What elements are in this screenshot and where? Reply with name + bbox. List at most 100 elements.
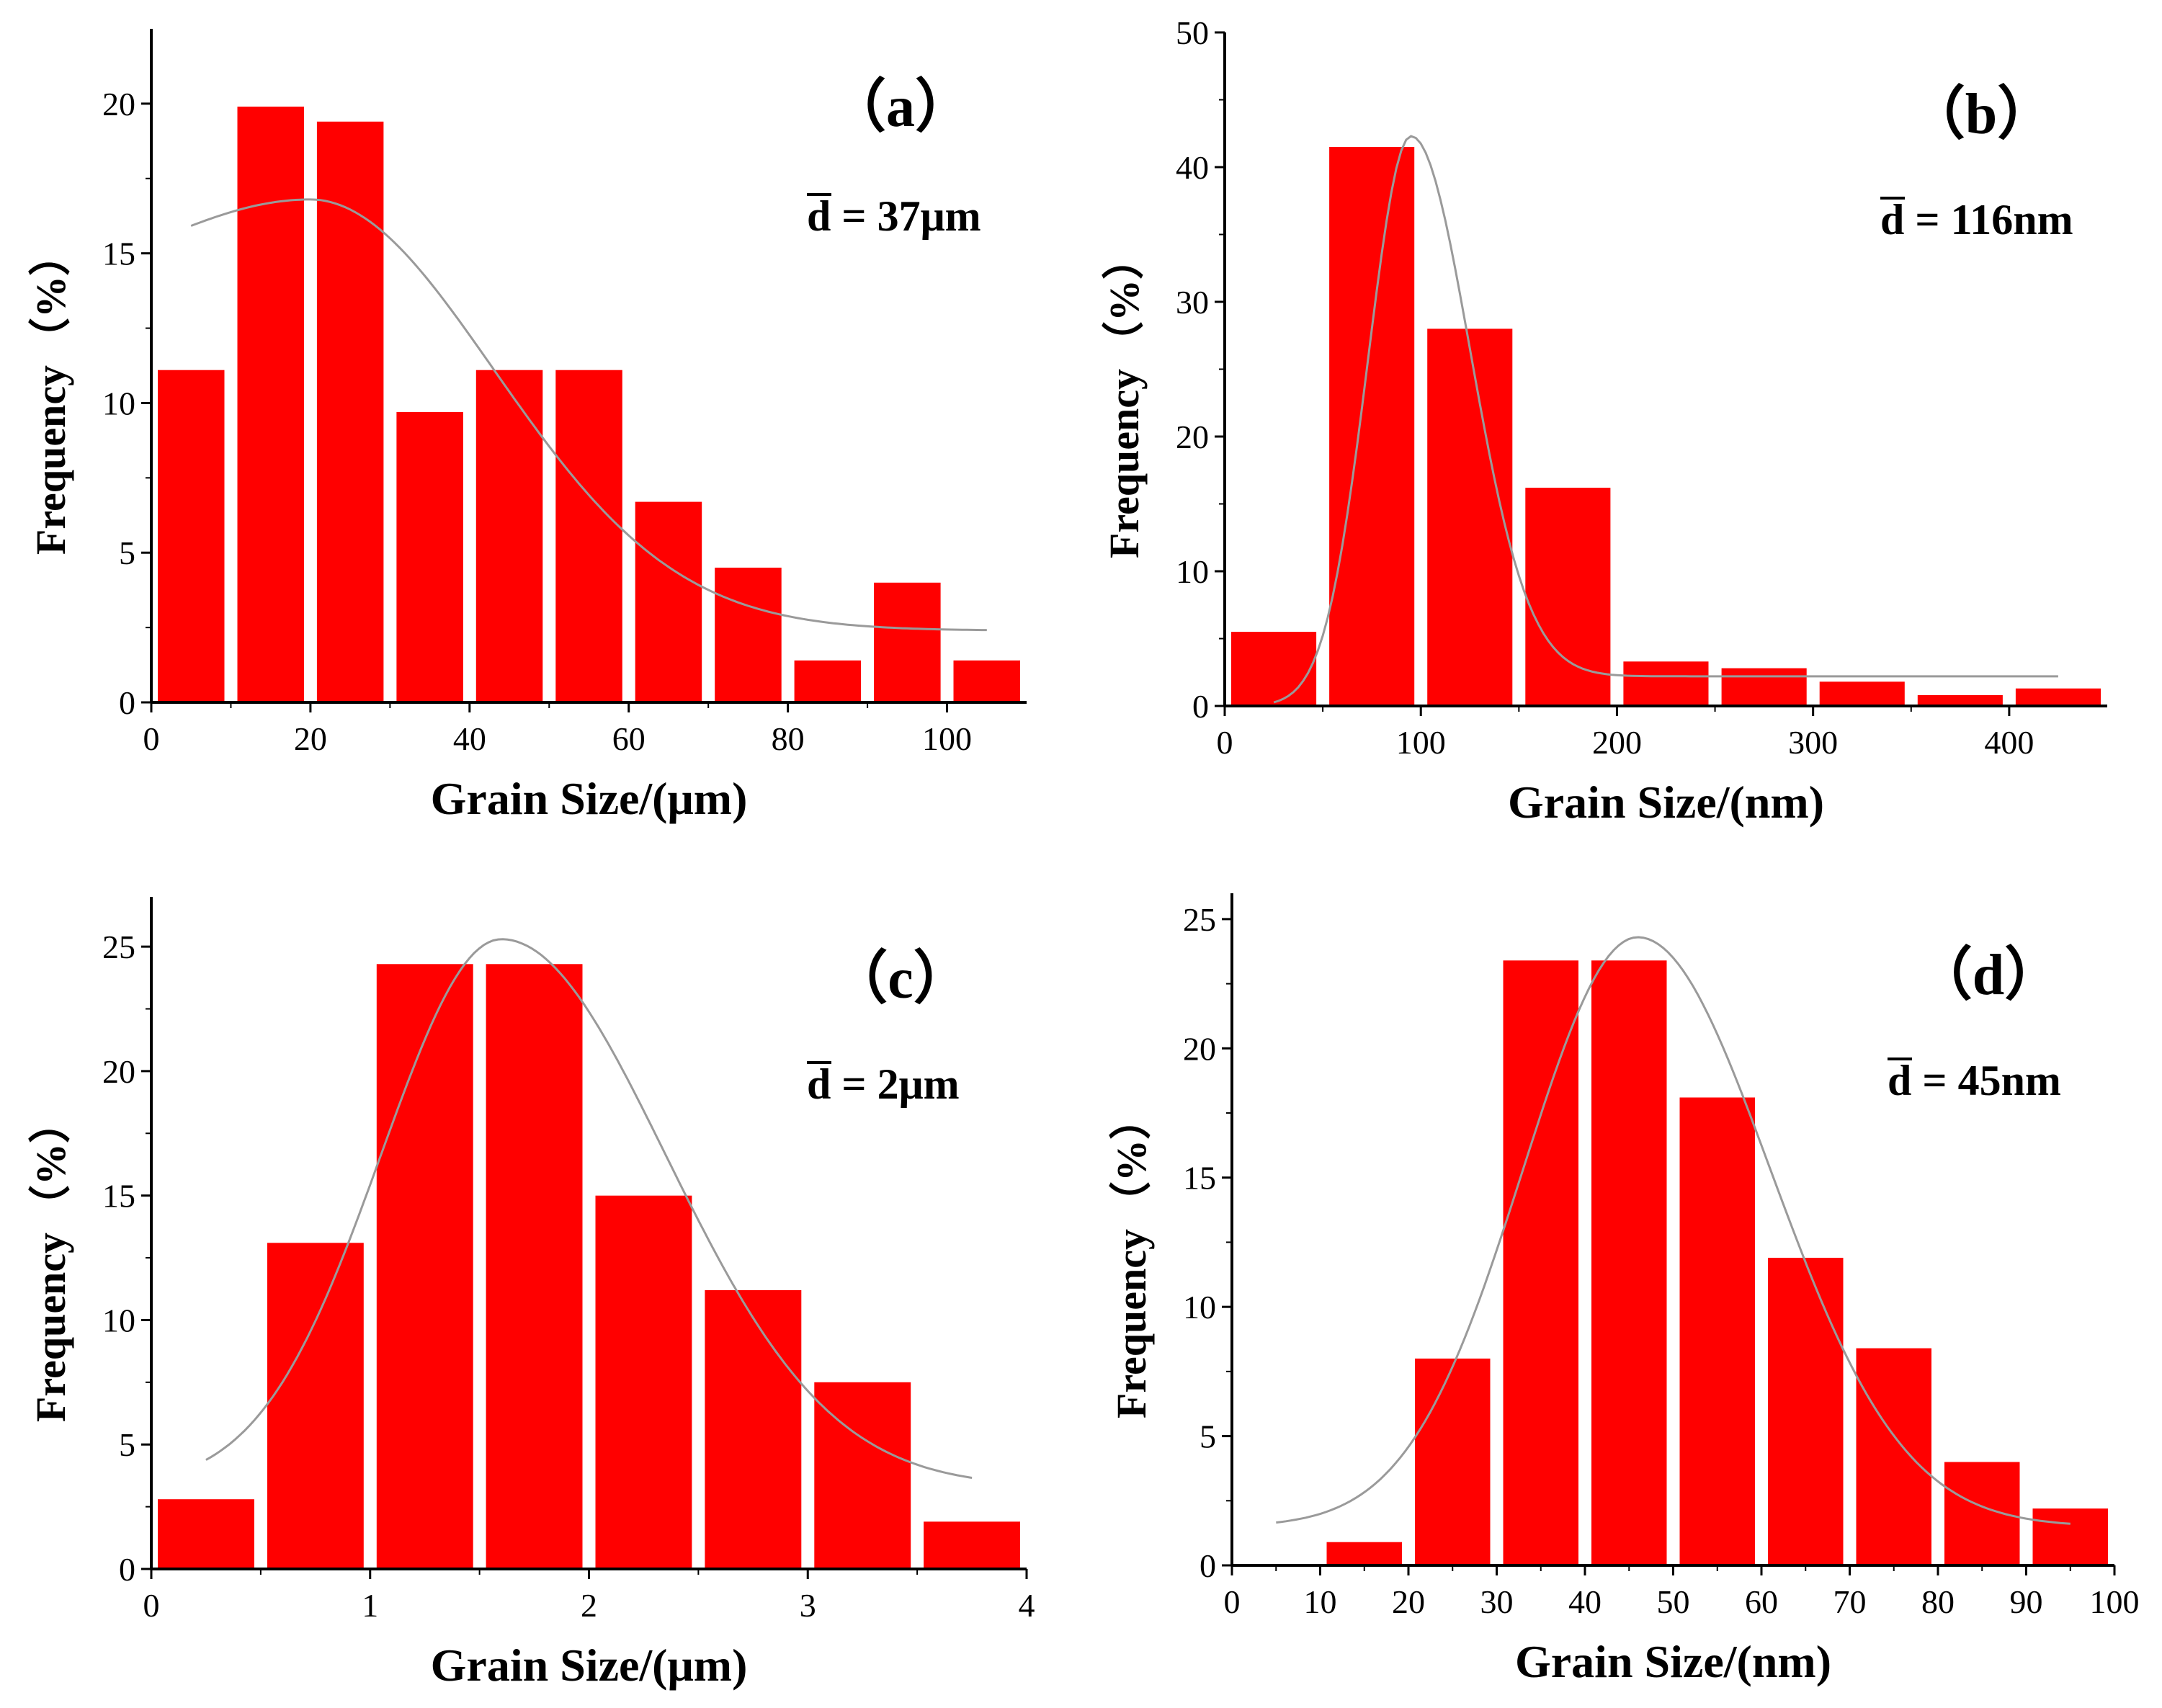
histogram-bar xyxy=(396,411,463,702)
fit-curve xyxy=(1273,135,2058,704)
x-tick-label: 2 xyxy=(581,1587,597,1624)
x-tick-label: 400 xyxy=(1984,724,2034,761)
x-tick-label: 1 xyxy=(362,1587,378,1624)
x-axis-title: Grain Size/(nm) xyxy=(1508,777,1824,828)
mean-value: = 116nm xyxy=(1904,196,2073,243)
fit-curve xyxy=(190,198,987,632)
histogram-bar xyxy=(1721,668,1807,706)
x-tick-label: 0 xyxy=(143,1587,160,1624)
x-tick-label: 40 xyxy=(453,720,486,757)
y-tick-label: 50 xyxy=(1176,14,1209,51)
x-tick-label: 60 xyxy=(612,720,646,757)
x-tick-label: 30 xyxy=(1480,1583,1514,1620)
y-tick-label: 0 xyxy=(1192,688,1209,725)
histogram-bar xyxy=(595,1195,692,1569)
y-tick-label: 0 xyxy=(119,1551,135,1588)
x-tick-label: 80 xyxy=(772,720,805,757)
histogram-bar xyxy=(486,964,583,1569)
histogram-bar xyxy=(1427,328,1513,706)
panel-c: 0 1 2 3 4 0 5 10 15 20 25 Grain Size/(μm) Frequency （… xyxy=(27,897,1035,1691)
x-axis-title: Grain Size/(nm) xyxy=(1515,1636,1831,1687)
y-axis-title: Frequency （%） xyxy=(27,1101,74,1422)
y-tick-label: 20 xyxy=(102,1053,135,1090)
histogram-bar xyxy=(1768,1258,1844,1565)
mean-value: = 2μm xyxy=(831,1060,959,1108)
panel-label: （c） xyxy=(830,947,971,1011)
mean-grain-size-label: d = 45nm xyxy=(1888,1057,2061,1104)
y-tick-label: 25 xyxy=(102,929,135,965)
mean-value: = 37μm xyxy=(831,192,981,240)
histogram-bar xyxy=(555,370,622,702)
histogram-bar xyxy=(158,1499,254,1569)
y-tick-label: 15 xyxy=(1183,1160,1216,1197)
x-tick-label: 0 xyxy=(143,720,160,757)
mean-grain-size-label: d = 116nm xyxy=(1880,196,2073,243)
y-tick-label: 10 xyxy=(1176,553,1209,590)
y-tick-label: 15 xyxy=(102,236,135,272)
mean-symbol: d xyxy=(807,192,831,240)
histogram-bar xyxy=(1326,1542,1402,1565)
histogram-bar xyxy=(1944,1462,2020,1565)
panel-a: 0 20 40 60 80 100 0 5 10 15 20 Grain Size/(μm) Frequ… xyxy=(27,29,1027,824)
histogram-bar xyxy=(1856,1348,1931,1565)
y-axis-title-text: Frequency xyxy=(27,1233,74,1422)
panel-label: （a） xyxy=(828,76,973,139)
y-tick-label: 10 xyxy=(102,1302,135,1338)
histogram-bar xyxy=(376,964,473,1569)
y-tick-label: 10 xyxy=(102,385,135,421)
histogram-bar xyxy=(1591,960,1667,1565)
x-tick-label: 100 xyxy=(2090,1583,2140,1620)
y-axis-title: Frequency （%） xyxy=(1108,1098,1155,1418)
y-tick-label: 10 xyxy=(1183,1289,1216,1325)
histogram-bar xyxy=(1415,1358,1491,1565)
histogram-bar xyxy=(924,1521,1020,1569)
histogram-bar xyxy=(1679,1097,1755,1565)
x-tick-label: 40 xyxy=(1568,1583,1602,1620)
histogram-bar xyxy=(1329,147,1415,706)
histogram-bar xyxy=(316,121,384,703)
y-tick-label: 25 xyxy=(1183,901,1216,938)
x-tick-label: 0 xyxy=(1217,724,1233,761)
x-axis-title: Grain Size/(μm) xyxy=(431,1640,748,1691)
y-tick-label: 15 xyxy=(102,1178,135,1215)
x-tick-label: 100 xyxy=(1396,724,1446,761)
y-axis-title-text: Frequency xyxy=(27,365,74,555)
y-tick-label: 5 xyxy=(119,1426,135,1463)
histogram-bar xyxy=(1503,960,1578,1565)
y-axis-title-unit: （%） xyxy=(27,234,74,359)
histogram-bar xyxy=(874,582,941,702)
panel-label: （d） xyxy=(1915,944,2063,1007)
x-tick-label: 10 xyxy=(1304,1583,1337,1620)
histogram-bar xyxy=(2032,1508,2108,1565)
x-tick-label: 0 xyxy=(1224,1583,1241,1620)
x-tick-label: 50 xyxy=(1657,1583,1690,1620)
histogram-bar xyxy=(794,660,862,702)
y-axis-title-unit: （%） xyxy=(1108,1098,1155,1223)
x-tick-label: 60 xyxy=(1745,1583,1778,1620)
y-tick-label: 20 xyxy=(1183,1030,1216,1067)
x-tick-label: 100 xyxy=(922,720,972,757)
mean-symbol: d xyxy=(1888,1057,1911,1104)
x-tick-label: 300 xyxy=(1788,724,1838,761)
panel-b: 0 100 200 300 400 0 10 20 30 40 50 Grain Size/(nm) F… xyxy=(1101,14,2107,828)
y-tick-label: 0 xyxy=(119,684,135,721)
y-axis-title: Frequency （%） xyxy=(27,234,74,555)
histogram-bar xyxy=(1917,695,2003,706)
mean-value: = 45nm xyxy=(1911,1057,2061,1104)
mean-grain-size-label: d = 2μm xyxy=(807,1060,960,1108)
histogram-bar xyxy=(2015,688,2101,706)
fit-curve xyxy=(205,938,973,1479)
histogram-bar xyxy=(1525,488,1611,706)
x-tick-label: 20 xyxy=(1392,1583,1425,1620)
histogram-bar xyxy=(1623,661,1709,706)
y-tick-label: 30 xyxy=(1176,284,1209,321)
mean-symbol: d xyxy=(807,1060,831,1108)
x-tick-label: 20 xyxy=(294,720,327,757)
x-tick-label: 3 xyxy=(800,1587,816,1624)
histogram-bar xyxy=(705,1290,802,1569)
panel-label: （b） xyxy=(1908,83,2055,146)
x-axis-title: Grain Size/(μm) xyxy=(431,773,748,824)
panel-d: 0 10 20 30 40 50 60 70 80 90 100 0 5 10 15 20 25 Grain Si… xyxy=(1108,893,2140,1687)
x-tick-label: 90 xyxy=(2010,1583,2043,1620)
